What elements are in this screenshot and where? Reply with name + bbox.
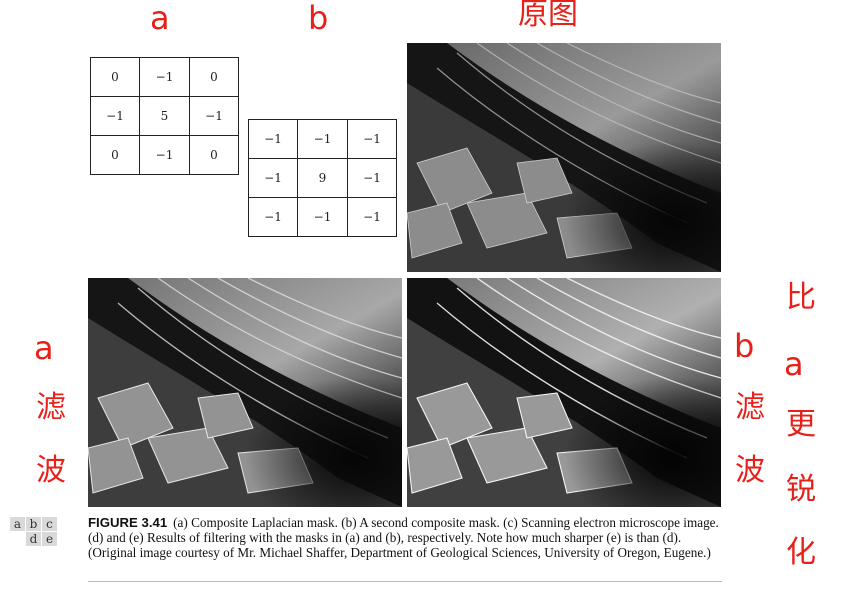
mask-a-cell: −1	[189, 96, 239, 136]
mask-b-cell: −1	[248, 119, 298, 159]
mask-b-cell: −1	[248, 158, 298, 198]
mask-a-cell: 0	[189, 57, 239, 97]
legend-cell: a	[10, 517, 25, 531]
legend-cell: d	[26, 532, 41, 546]
label-a-top: a	[150, 0, 170, 37]
figure-caption: FIGURE 3.41 (a) Composite Laplacian mask.…	[88, 515, 728, 560]
figure-number: FIGURE 3.41	[88, 515, 168, 530]
label-original: 原图	[518, 0, 578, 32]
label-filter-b-1: 滤	[735, 390, 765, 425]
mask-a-cell: 5	[139, 96, 190, 136]
mask-b-cell: −1	[347, 158, 397, 198]
label-compare-3: 更	[786, 407, 816, 442]
label-compare-5: 化	[786, 535, 816, 570]
mask-a-table: 0 −1 0 −1 5 −1 0 −1 0	[90, 57, 239, 175]
mask-a-cell: −1	[90, 96, 140, 136]
label-filter-a-2: 波	[36, 453, 66, 488]
label-b-mid: b	[734, 327, 755, 365]
legend-cell: b	[26, 517, 41, 531]
label-b-top: b	[308, 0, 329, 37]
mask-b-cell: −1	[297, 197, 348, 237]
sem-image-filtered-b	[407, 278, 721, 507]
mask-a-cell: 0	[189, 135, 239, 175]
mask-b-cell: −1	[297, 119, 348, 159]
label-filter-a-1: 滤	[36, 390, 66, 425]
mask-a-cell: 0	[90, 57, 140, 97]
mask-b-cell: −1	[347, 119, 397, 159]
label-compare-4: 锐	[786, 472, 816, 507]
label-compare-2: a	[784, 345, 804, 383]
label-filter-b-2: 波	[735, 453, 765, 488]
mask-b-cell: 9	[297, 158, 348, 198]
mask-a-cell: −1	[139, 57, 190, 97]
sem-image-original	[407, 43, 721, 272]
mask-b-cell: −1	[248, 197, 298, 237]
label-a-left: a	[34, 329, 54, 367]
label-compare-1: 比	[786, 280, 816, 315]
mask-a-cell: −1	[139, 135, 190, 175]
sem-image-filtered-a	[88, 278, 402, 507]
caption-text: (a) Composite Laplacian mask. (b) A seco…	[88, 515, 719, 560]
legend-cell: c	[42, 517, 57, 531]
mask-b-table: −1 −1 −1 −1 9 −1 −1 −1 −1	[248, 119, 397, 237]
mask-a-cell: 0	[90, 135, 140, 175]
legend-cell: e	[42, 532, 57, 546]
caption-divider	[88, 581, 722, 582]
mask-b-cell: −1	[347, 197, 397, 237]
